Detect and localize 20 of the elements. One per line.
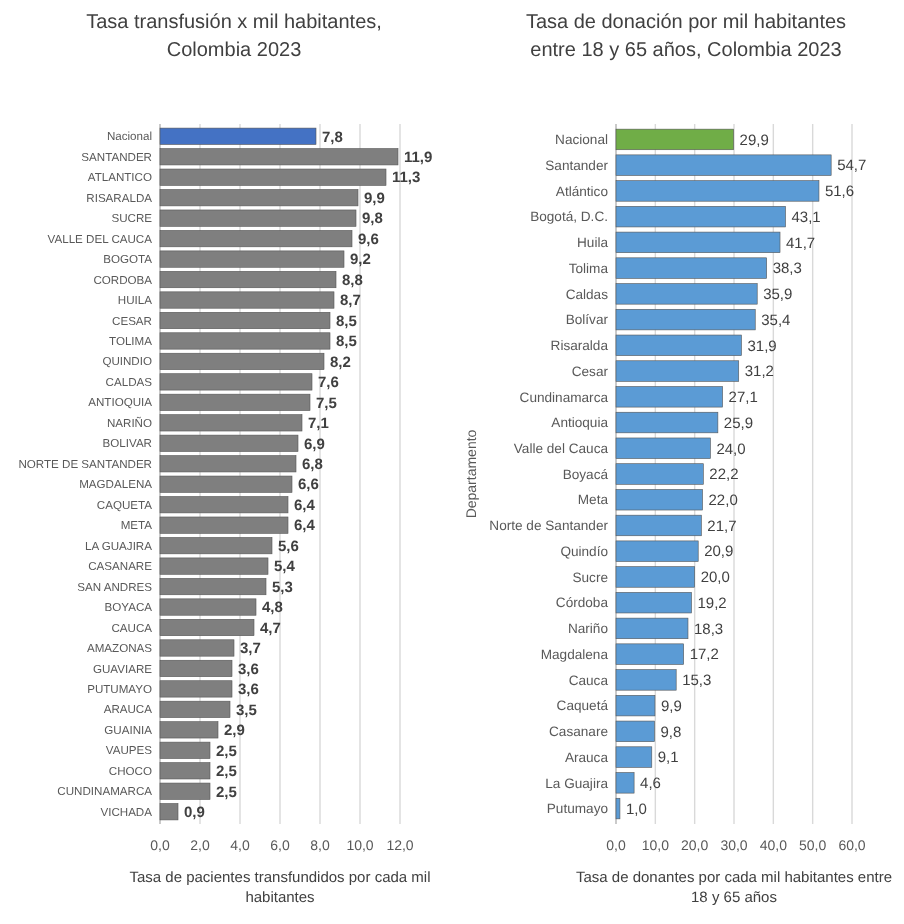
bar (615, 360, 740, 382)
bar (615, 643, 684, 665)
bar (615, 566, 695, 588)
chart-title: Tasa transfusión x mil habitantes, Colombia 2023 (86, 12, 382, 62)
bar (615, 437, 711, 459)
bar (615, 746, 653, 768)
bar (615, 540, 699, 562)
bar (615, 154, 832, 176)
chart-title: Tasa de donación por mil habitantes entre 18 y 65 años, Colombia 2023 (525, 12, 847, 62)
bar (615, 180, 820, 202)
bar (615, 128, 734, 151)
bar (615, 463, 704, 485)
bar (615, 386, 723, 408)
bar (615, 283, 758, 305)
bar (615, 772, 635, 794)
bar (615, 514, 702, 537)
bar (615, 669, 677, 691)
bar (615, 257, 767, 279)
bar (615, 489, 703, 511)
bar (615, 411, 719, 434)
